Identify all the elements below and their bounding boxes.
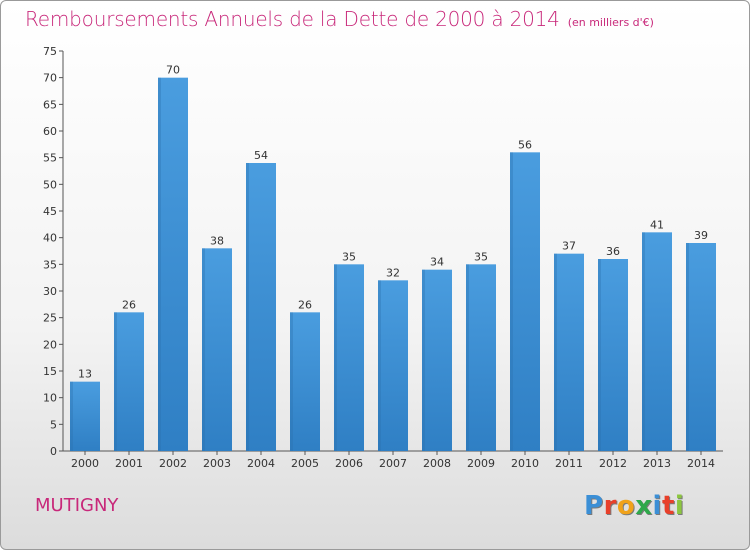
data-label: 54	[254, 149, 268, 162]
y-tick-label: 70	[43, 72, 57, 85]
data-label: 37	[562, 240, 576, 253]
bar-shade	[246, 163, 249, 451]
bar	[378, 280, 408, 451]
data-label: 41	[650, 218, 664, 231]
bar-shade	[378, 280, 381, 451]
x-tick-label: 2010	[511, 457, 539, 470]
bar	[598, 259, 628, 451]
bar-shade	[70, 381, 73, 451]
data-label: 35	[342, 250, 356, 263]
y-tick-label: 0	[50, 445, 57, 458]
bar	[202, 248, 232, 451]
x-tick-label: 2007	[379, 457, 407, 470]
y-tick-label: 45	[43, 205, 57, 218]
y-tick-label: 30	[43, 285, 57, 298]
y-tick-label: 35	[43, 258, 57, 271]
bar-shade	[466, 264, 469, 451]
x-tick-label: 2014	[687, 457, 715, 470]
bar	[422, 269, 452, 451]
bar	[554, 253, 584, 451]
y-tick-label: 15	[43, 365, 57, 378]
logo-letter: t	[661, 491, 675, 521]
bar	[70, 381, 100, 451]
x-tick-label: 2012	[599, 457, 627, 470]
data-label: 36	[606, 245, 620, 258]
data-label: 39	[694, 229, 708, 242]
y-tick-label: 25	[43, 312, 57, 325]
logo-letter: x	[635, 491, 653, 521]
y-tick-label: 40	[43, 232, 57, 245]
bar-shade	[114, 312, 117, 451]
bar	[290, 312, 320, 451]
y-tick-label: 55	[43, 152, 57, 165]
logo-letter: o	[616, 491, 636, 521]
y-tick-label: 65	[43, 98, 57, 111]
y-tick-label: 60	[43, 125, 57, 138]
bar	[642, 232, 672, 451]
bar	[510, 152, 540, 452]
chart-title-text: Remboursements Annuels de la Dette de 20…	[25, 7, 560, 31]
proxiti-logo: Proxiti	[584, 491, 684, 521]
bar-shade	[510, 152, 513, 452]
data-label: 26	[298, 298, 312, 311]
data-label: 70	[166, 64, 180, 77]
bar-shade	[202, 248, 205, 451]
logo-letter: r	[603, 491, 617, 521]
x-tick-label: 2003	[203, 457, 231, 470]
bar	[466, 264, 496, 451]
bar-shade	[686, 243, 689, 451]
x-tick-label: 2013	[643, 457, 671, 470]
chart-title: Remboursements Annuels de la Dette de 20…	[25, 7, 654, 31]
x-tick-label: 2008	[423, 457, 451, 470]
data-label: 26	[122, 298, 136, 311]
x-tick-label: 2005	[291, 457, 319, 470]
x-tick-label: 2004	[247, 457, 275, 470]
x-tick-label: 2006	[335, 457, 363, 470]
y-tick-label: 20	[43, 338, 57, 351]
y-tick-label: 5	[50, 418, 57, 431]
logo-letter: P	[584, 491, 604, 521]
bar-shade	[158, 77, 161, 452]
bar-shade	[334, 264, 337, 451]
logo-letter: i	[652, 491, 662, 521]
bar	[114, 312, 144, 451]
data-label: 32	[386, 266, 400, 279]
bar-shade	[290, 312, 293, 451]
x-tick-label: 2009	[467, 457, 495, 470]
data-label: 38	[210, 234, 224, 247]
x-tick-label: 2011	[555, 457, 583, 470]
commune-name: MUTIGNY	[35, 495, 119, 516]
y-tick-label: 50	[43, 178, 57, 191]
data-label: 34	[430, 256, 444, 269]
bar-shade	[422, 269, 425, 451]
y-tick-label: 10	[43, 392, 57, 405]
bar-shade	[554, 253, 557, 451]
bar	[246, 163, 276, 451]
bar	[334, 264, 364, 451]
bar	[686, 243, 716, 451]
bar-shade	[598, 259, 601, 451]
y-tick-label: 75	[43, 45, 57, 58]
chart-subtitle: (en milliers d'€)	[567, 16, 654, 29]
logo-letter: i	[674, 491, 685, 521]
x-tick-label: 2002	[159, 457, 187, 470]
bar-shade	[642, 232, 645, 451]
bar	[158, 77, 188, 452]
x-tick-label: 2000	[71, 457, 99, 470]
x-tick-label: 2001	[115, 457, 143, 470]
data-label: 35	[474, 250, 488, 263]
data-label: 56	[518, 138, 532, 151]
data-label: 13	[78, 368, 92, 381]
